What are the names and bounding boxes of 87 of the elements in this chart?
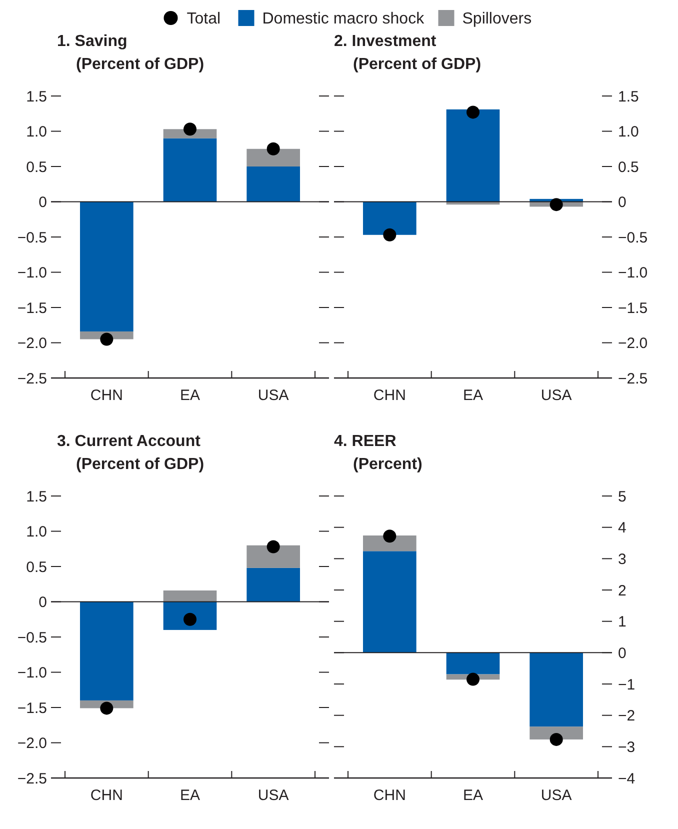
y-tick-label: 1.5: [26, 88, 47, 106]
bar: [163, 138, 217, 202]
chart-title: 4. REER: [334, 433, 397, 450]
y-tick-label: 1.5: [26, 488, 47, 506]
x-tick-label: CHN: [90, 387, 123, 404]
point: [383, 530, 396, 543]
y-tick-label: 1.0: [26, 124, 47, 140]
point: [100, 702, 114, 715]
y-tick-label: 5: [618, 488, 626, 506]
x-tick-label: USA: [258, 787, 289, 804]
point: [266, 142, 280, 156]
point: [550, 732, 563, 746]
x-tick-label: EA: [180, 787, 200, 804]
y-tick-label: 2: [618, 582, 626, 600]
x-tick-label: EA: [462, 787, 484, 804]
bar: [246, 148, 300, 166]
x-tick-label: USA: [540, 787, 572, 804]
point: [100, 332, 114, 346]
chart-subtitle: (Percent of GDP): [353, 56, 482, 73]
y-tick-label: −4: [618, 770, 636, 788]
bar: [363, 551, 416, 653]
point: [383, 228, 396, 242]
bar: [246, 568, 300, 602]
y-tick-label: −0.5: [17, 629, 47, 646]
y-tick-label: −1.0: [17, 664, 47, 682]
chart-subtitle: (Percent of GDP): [76, 56, 204, 73]
y-tick-label: −1.5: [17, 700, 47, 717]
bar: [446, 109, 500, 202]
chart-subtitle: (Percent): [353, 456, 422, 473]
chart-title: 1. Saving: [57, 33, 128, 50]
point: [466, 106, 480, 119]
y-tick-label: 0.5: [26, 558, 47, 576]
bar: [246, 166, 300, 202]
bar: [530, 652, 583, 727]
bar: [530, 726, 583, 740]
legend-label: Domestic macro shock: [262, 10, 426, 28]
y-tick-label: −2.0: [17, 335, 47, 352]
bar: [363, 535, 416, 552]
y-tick-label: −1.0: [618, 264, 648, 282]
y-tick-label: 1.0: [618, 124, 639, 140]
y-tick-label: 3: [618, 550, 626, 568]
y-tick-label: −2: [618, 708, 636, 725]
y-tick-label: −1.5: [17, 300, 47, 317]
y-tick-label: 1.5: [618, 88, 639, 106]
bar: [446, 652, 500, 674]
y-tick-label: −0.5: [17, 229, 47, 246]
y-tick-label: 0.5: [26, 158, 47, 176]
y-tick-label: −1.0: [17, 264, 47, 282]
y-tick-label: 4: [618, 520, 626, 537]
x-tick-label: EA: [462, 387, 484, 404]
chart-subtitle: (Percent of GDP): [76, 456, 204, 473]
x-tick-label: CHN: [373, 387, 406, 404]
legend-label: Total: [186, 10, 221, 28]
y-tick-label: −2.5: [618, 370, 648, 388]
x-tick-label: CHN: [90, 787, 123, 804]
y-tick-label: 1: [618, 614, 626, 631]
point: [184, 122, 196, 136]
y-tick-label: −3: [618, 738, 636, 756]
y-tick-label: −1.5: [618, 300, 648, 317]
point: [466, 672, 480, 686]
point: [550, 198, 563, 212]
legend-label: Spillovers: [462, 10, 532, 28]
y-tick-label: 0: [38, 594, 47, 611]
y-tick-label: −2.5: [17, 770, 47, 788]
chart-title: 3. Current Account: [57, 433, 202, 450]
chart-title: 2. Investment: [334, 33, 437, 50]
y-tick-label: −0.5: [618, 229, 648, 246]
y-tick-label: 0: [618, 194, 626, 211]
x-tick-label: EA: [180, 387, 200, 404]
bar: [80, 602, 134, 700]
y-tick-label: −2.0: [618, 335, 648, 352]
x-tick-label: USA: [258, 387, 289, 404]
y-tick-label: −2.5: [17, 370, 47, 388]
y-tick-label: −2.0: [17, 735, 47, 752]
y-tick-label: 0: [618, 644, 626, 662]
bar: [80, 202, 134, 332]
point: [266, 540, 280, 554]
y-tick-label: −1: [618, 676, 636, 694]
x-tick-label: USA: [540, 387, 572, 404]
y-tick-label: 0.5: [618, 158, 639, 176]
bar: [246, 545, 300, 568]
y-tick-label: 1.0: [26, 524, 47, 540]
bar: [363, 202, 416, 235]
bar: [163, 602, 217, 630]
bar: [163, 590, 217, 602]
x-tick-label: CHN: [373, 787, 406, 804]
y-tick-label: 0: [38, 194, 47, 211]
